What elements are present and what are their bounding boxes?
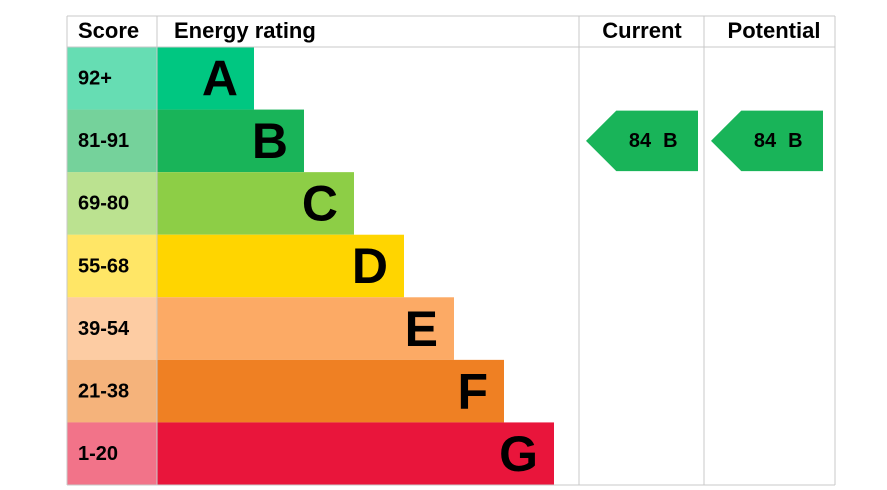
band-letter: C (302, 176, 338, 232)
score-cell (67, 359, 157, 423)
score-label: 55-68 (78, 255, 129, 277)
score-cell (67, 234, 157, 298)
current-value: 84 (629, 130, 652, 152)
potential-value: 84 (754, 130, 777, 152)
score-label: 39-54 (78, 318, 130, 340)
current-arrow (586, 110, 698, 172)
score-label: 81-91 (78, 130, 129, 152)
score-label: 21-38 (78, 380, 129, 402)
score-cell (67, 47, 157, 110)
band-letter: B (252, 113, 288, 169)
header-potential: Potential (728, 18, 821, 43)
band-letter: F (457, 363, 488, 419)
current-letter: B (663, 130, 677, 152)
rating-bar (157, 47, 254, 110)
band-letter: G (499, 426, 538, 482)
rating-bar (157, 359, 504, 423)
rating-bar (157, 422, 554, 485)
header-rating: Energy rating (174, 18, 316, 43)
score-label: 69-80 (78, 193, 129, 215)
score-label: 1-20 (78, 443, 118, 465)
rating-bar (157, 234, 404, 298)
score-label: 92+ (78, 68, 112, 90)
potential-arrow (711, 110, 823, 172)
header-score: Score (78, 18, 139, 43)
potential-letter: B (788, 130, 802, 152)
band-letter: A (202, 50, 238, 106)
rating-bar (157, 109, 304, 173)
rating-bar (157, 172, 354, 235)
score-cell (67, 109, 157, 173)
score-cell (67, 297, 157, 360)
band-letter: D (352, 238, 388, 294)
score-cell (67, 172, 157, 235)
score-cell (67, 422, 157, 485)
rating-bar (157, 297, 454, 360)
band-letter: E (405, 301, 438, 357)
header-current: Current (602, 18, 682, 43)
